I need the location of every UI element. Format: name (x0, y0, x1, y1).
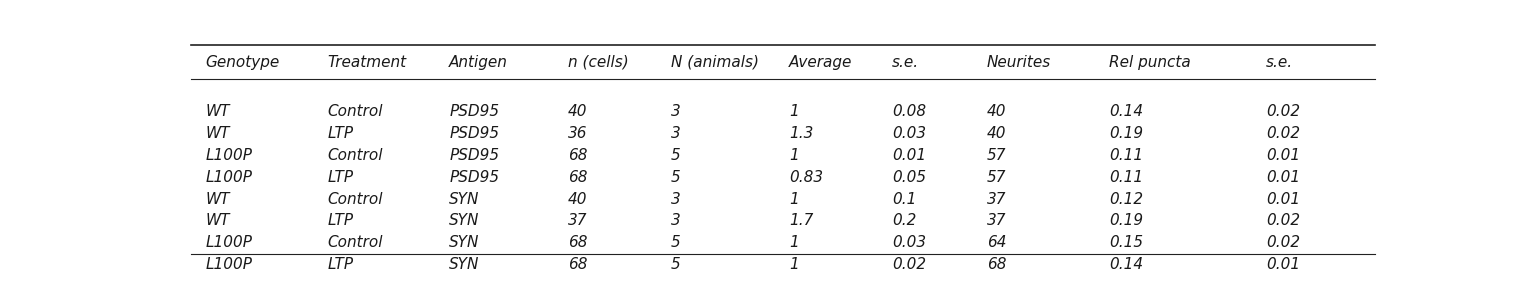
Text: Neurites: Neurites (987, 55, 1051, 70)
Text: 0.11: 0.11 (1109, 170, 1143, 185)
Text: 0.01: 0.01 (1267, 148, 1300, 163)
Text: Control: Control (327, 192, 382, 206)
Text: 0.19: 0.19 (1109, 213, 1143, 229)
Text: L100P: L100P (205, 170, 252, 185)
Text: 40: 40 (987, 104, 1007, 119)
Text: 5: 5 (671, 235, 680, 250)
Text: s.e.: s.e. (1267, 55, 1293, 70)
Text: 68: 68 (567, 170, 587, 185)
Text: PSD95: PSD95 (449, 170, 500, 185)
Text: LTP: LTP (327, 257, 353, 272)
Text: 0.12: 0.12 (1109, 192, 1143, 206)
Text: 1: 1 (788, 104, 799, 119)
Text: Antigen: Antigen (449, 55, 507, 70)
Text: L100P: L100P (205, 235, 252, 250)
Text: WT: WT (205, 126, 229, 141)
Text: 0.11: 0.11 (1109, 148, 1143, 163)
Text: 0.01: 0.01 (1267, 257, 1300, 272)
Text: 0.08: 0.08 (892, 104, 926, 119)
Text: 0.05: 0.05 (892, 170, 926, 185)
Text: 0.01: 0.01 (892, 148, 926, 163)
Text: 0.01: 0.01 (1267, 170, 1300, 185)
Text: 68: 68 (567, 148, 587, 163)
Text: 1: 1 (788, 148, 799, 163)
Text: 37: 37 (987, 213, 1007, 229)
Text: 57: 57 (987, 148, 1007, 163)
Text: N (animals): N (animals) (671, 55, 758, 70)
Text: 0.03: 0.03 (892, 126, 926, 141)
Text: 37: 37 (567, 213, 587, 229)
Text: L100P: L100P (205, 148, 252, 163)
Text: 1.7: 1.7 (788, 213, 813, 229)
Text: SYN: SYN (449, 235, 480, 250)
Text: 0.02: 0.02 (1267, 104, 1300, 119)
Text: 40: 40 (567, 192, 587, 206)
Text: 1.3: 1.3 (788, 126, 813, 141)
Text: 0.15: 0.15 (1109, 235, 1143, 250)
Text: 0.01: 0.01 (1267, 192, 1300, 206)
Text: 57: 57 (987, 170, 1007, 185)
Text: 1: 1 (788, 257, 799, 272)
Text: L100P: L100P (205, 257, 252, 272)
Text: Rel puncta: Rel puncta (1109, 55, 1190, 70)
Text: 1: 1 (788, 235, 799, 250)
Text: 0.14: 0.14 (1109, 257, 1143, 272)
Text: Average: Average (788, 55, 853, 70)
Text: PSD95: PSD95 (449, 126, 500, 141)
Text: 0.2: 0.2 (892, 213, 917, 229)
Text: 0.19: 0.19 (1109, 126, 1143, 141)
Text: 0.02: 0.02 (892, 257, 926, 272)
Text: 1: 1 (788, 192, 799, 206)
Text: Treatment: Treatment (327, 55, 406, 70)
Text: 3: 3 (671, 126, 680, 141)
Text: PSD95: PSD95 (449, 104, 500, 119)
Text: SYN: SYN (449, 257, 480, 272)
Text: Control: Control (327, 104, 382, 119)
Text: 68: 68 (987, 257, 1007, 272)
Text: 0.03: 0.03 (892, 235, 926, 250)
Text: 0.02: 0.02 (1267, 235, 1300, 250)
Text: 3: 3 (671, 192, 680, 206)
Text: n (cells): n (cells) (567, 55, 628, 70)
Text: Control: Control (327, 148, 382, 163)
Text: SYN: SYN (449, 192, 480, 206)
Text: LTP: LTP (327, 213, 353, 229)
Text: 68: 68 (567, 257, 587, 272)
Text: 3: 3 (671, 104, 680, 119)
Text: 5: 5 (671, 148, 680, 163)
Text: WT: WT (205, 104, 229, 119)
Text: SYN: SYN (449, 213, 480, 229)
Text: LTP: LTP (327, 126, 353, 141)
Text: 0.1: 0.1 (892, 192, 917, 206)
Text: 0.02: 0.02 (1267, 126, 1300, 141)
Text: 64: 64 (987, 235, 1007, 250)
Text: 5: 5 (671, 170, 680, 185)
Text: 40: 40 (567, 104, 587, 119)
Text: 40: 40 (987, 126, 1007, 141)
Text: 3: 3 (671, 213, 680, 229)
Text: WT: WT (205, 192, 229, 206)
Text: LTP: LTP (327, 170, 353, 185)
Text: 0.02: 0.02 (1267, 213, 1300, 229)
Text: PSD95: PSD95 (449, 148, 500, 163)
Text: WT: WT (205, 213, 229, 229)
Text: Genotype: Genotype (205, 55, 280, 70)
Text: 0.83: 0.83 (788, 170, 824, 185)
Text: 5: 5 (671, 257, 680, 272)
Text: s.e.: s.e. (892, 55, 920, 70)
Text: Control: Control (327, 235, 382, 250)
Text: 0.14: 0.14 (1109, 104, 1143, 119)
Text: 36: 36 (567, 126, 587, 141)
Text: 37: 37 (987, 192, 1007, 206)
Text: 68: 68 (567, 235, 587, 250)
